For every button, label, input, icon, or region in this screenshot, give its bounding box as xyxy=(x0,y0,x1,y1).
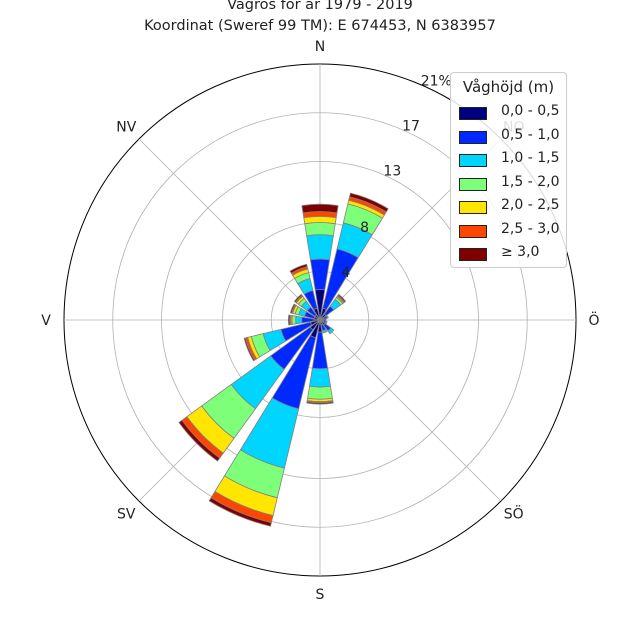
rose-bar-segment xyxy=(289,303,296,314)
legend-label: 2,5 - 3,0 xyxy=(501,220,560,237)
radial-tick-label: 4 xyxy=(341,265,350,281)
radial-tick-label: 21% xyxy=(421,74,452,90)
legend-swatch xyxy=(459,248,487,261)
rose-bar-segment xyxy=(309,367,331,388)
chart-title: Vågros för år 1979 - 2019 xyxy=(227,0,413,13)
rose-bar-segment xyxy=(178,419,221,462)
direction-label: NV xyxy=(116,119,136,135)
legend-swatch xyxy=(459,130,487,144)
radial-tick-label: 13 xyxy=(383,164,401,180)
rose-bar-segment xyxy=(306,401,334,405)
rose-bar-segment xyxy=(327,327,335,335)
rose-bar-segment xyxy=(293,293,303,303)
direction-label: N xyxy=(315,39,325,55)
legend-swatch xyxy=(459,154,487,167)
legend-label: 0,5 - 1,0 xyxy=(501,126,560,143)
rose-bar-segment xyxy=(323,318,327,322)
radial-tick-label: 8 xyxy=(360,220,369,236)
rose-bar-segment xyxy=(304,222,336,237)
legend-label: ≥ 3,0 xyxy=(501,244,540,260)
rose-bar-segment xyxy=(243,337,256,362)
chart-subtitle: Koordinat (Sweref 99 TM): E 674453, N 63… xyxy=(144,18,496,34)
direction-label: Ö xyxy=(588,311,599,329)
direction-label: SÖ xyxy=(504,505,524,523)
legend: Våghöjd (m) 0,0 - 0,5 0,5 - 1,0 1,0 - 1,5 1… xyxy=(450,72,567,268)
legend-swatch xyxy=(459,224,487,238)
radial-tick-label: 17 xyxy=(402,119,420,135)
rose-bar-segment xyxy=(324,320,328,325)
angular-gridline xyxy=(138,138,321,321)
rose-bar-segment xyxy=(307,385,333,400)
rose-bar-segment xyxy=(291,315,297,325)
rose-bar-segment xyxy=(287,314,291,326)
rose-bar-segment xyxy=(337,293,347,303)
legend-swatch xyxy=(459,107,487,120)
direction-label: V xyxy=(41,313,51,329)
legend-label: 0,0 - 0,5 xyxy=(501,103,560,119)
legend-label: 1,0 - 1,5 xyxy=(501,150,560,166)
rose-bar-segment xyxy=(310,258,330,291)
rose-bar-segment xyxy=(303,215,337,225)
direction-label: SV xyxy=(117,507,136,523)
rose-bar-segment xyxy=(325,314,329,319)
rose-bar-segment xyxy=(322,328,328,334)
rose-bar-segment xyxy=(289,263,308,274)
rose-bar-segment xyxy=(208,497,272,527)
rose-bar-segment xyxy=(295,315,303,325)
rose-bar-segment xyxy=(306,234,334,261)
legend-label: 2,0 - 2,5 xyxy=(501,197,560,213)
direction-label: S xyxy=(316,587,325,603)
legend-label: 1,5 - 2,0 xyxy=(501,173,560,190)
legend-swatch xyxy=(459,201,487,214)
rose-bar-segment xyxy=(301,203,339,214)
rose-bars xyxy=(178,192,389,527)
rose-bar-segment xyxy=(349,192,389,213)
angular-gridline xyxy=(319,319,502,502)
legend-title: Våghöjd (m) xyxy=(462,78,555,96)
legend-swatch xyxy=(459,177,487,191)
